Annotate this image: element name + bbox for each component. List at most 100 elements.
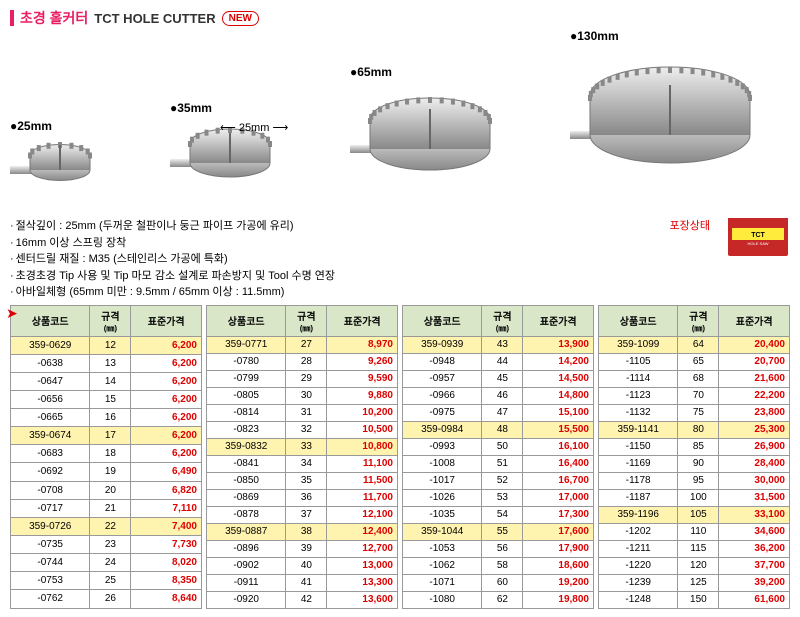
cell-price: 17,900: [523, 540, 594, 557]
cell-code: -0805: [207, 387, 286, 404]
table-row: -120211034,600: [599, 523, 790, 540]
cell-code: -1211: [599, 540, 678, 557]
cell-code: -0966: [403, 387, 482, 404]
cell-price: 16,700: [523, 472, 594, 489]
col-price: 표준가격: [523, 305, 594, 336]
cell-price: 9,880: [327, 387, 398, 404]
svg-text:HOLE SAW: HOLE SAW: [748, 241, 769, 246]
cell-spec: 13: [90, 354, 131, 372]
cell-code: -0902: [207, 557, 286, 574]
table-row: -09114113,300: [207, 574, 398, 591]
cell-price: 39,200: [719, 574, 790, 591]
table-row: 359-09844815,500: [403, 421, 594, 438]
cell-price: 30,000: [719, 472, 790, 489]
packaging-box-icon: TCT HOLE SAW: [726, 202, 790, 258]
table-row: -0762268,640: [11, 590, 202, 608]
cell-code: 359-0629: [11, 336, 90, 354]
cell-price: 18,600: [523, 557, 594, 574]
cell-price: 7,110: [131, 499, 202, 517]
cell-spec: 15: [90, 390, 131, 408]
cell-spec: 23: [90, 535, 131, 553]
cell-spec: 85: [678, 438, 719, 455]
cell-spec: 58: [482, 557, 523, 574]
cell-price: 9,590: [327, 370, 398, 387]
cell-spec: 125: [678, 574, 719, 591]
cell-price: 6,200: [131, 427, 202, 445]
cell-code: -0683: [11, 445, 90, 463]
cell-code: 359-1044: [403, 523, 482, 540]
cell-spec: 56: [482, 540, 523, 557]
cell-price: 17,600: [523, 523, 594, 540]
cell-code: -0814: [207, 404, 286, 421]
cell-code: -1026: [403, 489, 482, 506]
cell-spec: 17: [90, 427, 131, 445]
cell-code: -0993: [403, 438, 482, 455]
cell-price: 31,500: [719, 489, 790, 506]
product-size-label: ●35mm: [170, 101, 310, 115]
cell-code: -0957: [403, 370, 482, 387]
cell-code: 359-0939: [403, 336, 482, 353]
cell-price: 6,200: [131, 409, 202, 427]
table-row: -0717217,110: [11, 499, 202, 517]
product-size-label: ●25mm: [10, 119, 130, 133]
table-row: -0665166,200: [11, 409, 202, 427]
cell-spec: 16: [90, 409, 131, 427]
cell-spec: 53: [482, 489, 523, 506]
cell-code: -0869: [207, 489, 286, 506]
cell-spec: 100: [678, 489, 719, 506]
product-3: ●130mm: [570, 29, 790, 204]
cell-spec: 46: [482, 387, 523, 404]
cell-code: -1123: [599, 387, 678, 404]
col-spec: 규격(㎜): [90, 305, 131, 336]
cell-spec: 62: [482, 591, 523, 608]
cell-price: 13,600: [327, 591, 398, 608]
table-row: -08143110,200: [207, 404, 398, 421]
cell-code: -1220: [599, 557, 678, 574]
table-row: -10265317,000: [403, 489, 594, 506]
cell-price: 14,200: [523, 353, 594, 370]
cell-spec: 150: [678, 591, 719, 608]
cell-price: 8,970: [327, 336, 398, 353]
cell-code: -0975: [403, 404, 482, 421]
cell-code: -0823: [207, 421, 286, 438]
cell-price: 19,200: [523, 574, 594, 591]
cell-code: -1035: [403, 506, 482, 523]
cell-price: 14,500: [523, 370, 594, 387]
cell-price: 17,300: [523, 506, 594, 523]
col-code: 상품코드: [403, 305, 482, 336]
table-row: -10085116,400: [403, 455, 594, 472]
cell-spec: 64: [678, 336, 719, 353]
table-row: 359-08323310,800: [207, 438, 398, 455]
desc-line: 초경초경 Tip 사용 및 Tip 마모 감소 설계로 파손방지 및 Tool …: [10, 268, 790, 285]
cell-price: 10,800: [327, 438, 398, 455]
cell-code: -0911: [207, 574, 286, 591]
cell-spec: 19: [90, 463, 131, 481]
cell-spec: 20: [90, 481, 131, 499]
cell-price: 13,900: [523, 336, 594, 353]
table-row: 359-11418025,300: [599, 421, 790, 438]
cell-spec: 41: [286, 574, 327, 591]
desc-line: 16mm 이상 스프링 장착: [10, 235, 790, 252]
cell-price: 20,400: [719, 336, 790, 353]
cell-price: 22,200: [719, 387, 790, 404]
table-row: -0638136,200: [11, 354, 202, 372]
cell-code: -1062: [403, 557, 482, 574]
table-row: 359-119610533,100: [599, 506, 790, 523]
cell-price: 11,700: [327, 489, 398, 506]
cell-code: 359-1196: [599, 506, 678, 523]
cell-spec: 51: [482, 455, 523, 472]
cell-price: 12,400: [327, 523, 398, 540]
cell-spec: 70: [678, 387, 719, 404]
table-row: -11508526,900: [599, 438, 790, 455]
table-row: -0799299,590: [207, 370, 398, 387]
cell-code: -1105: [599, 353, 678, 370]
cell-spec: 36: [286, 489, 327, 506]
cell-code: 359-0771: [207, 336, 286, 353]
cell-price: 15,100: [523, 404, 594, 421]
cell-spec: 18: [90, 445, 131, 463]
table-row: -124815061,600: [599, 591, 790, 608]
cell-code: 359-0984: [403, 421, 482, 438]
cell-price: 6,820: [131, 481, 202, 499]
cell-code: -1071: [403, 574, 482, 591]
cell-code: -0647: [11, 372, 90, 390]
